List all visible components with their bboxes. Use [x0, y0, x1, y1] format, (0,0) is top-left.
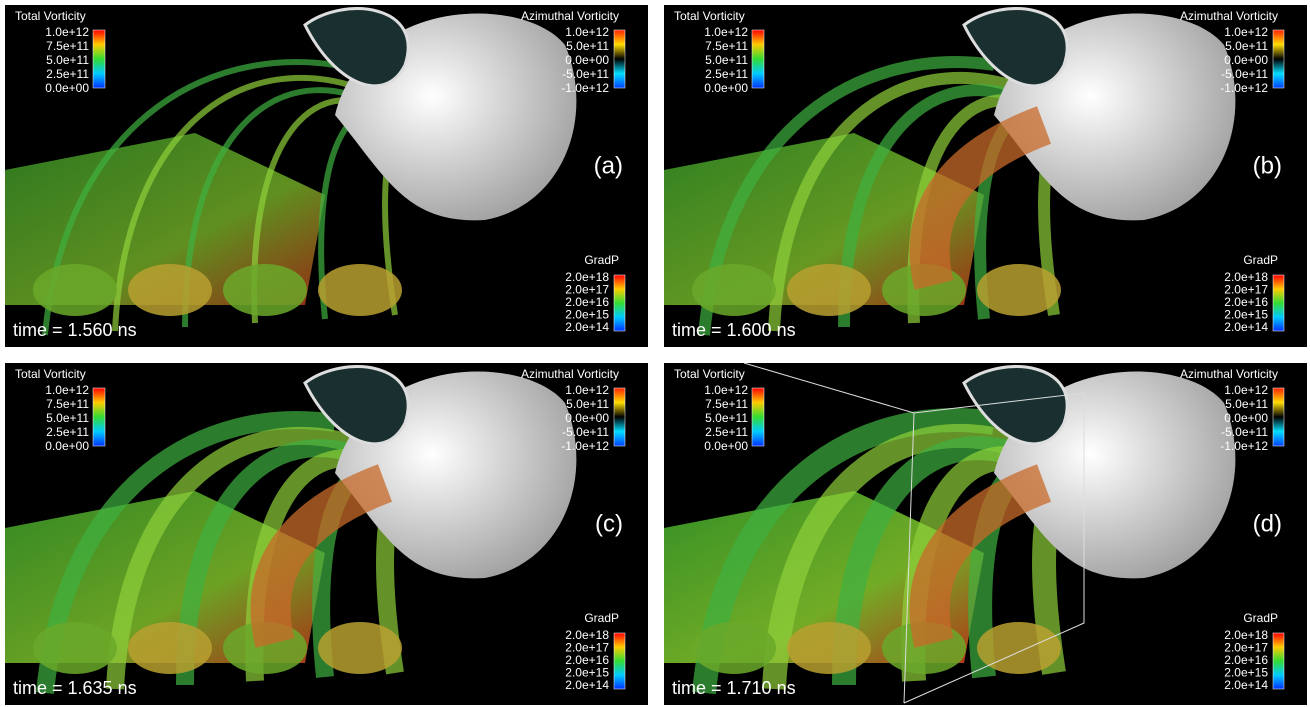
legend-tick-label: 2.0e+14 — [1224, 320, 1268, 334]
legend-tick-label: 0.0e+00 — [1224, 53, 1268, 67]
ring — [787, 622, 871, 674]
legend-tick-label: 7.5e+11 — [705, 397, 748, 411]
panel: Total Vorticity1.0e+127.5e+115.0e+112.5e… — [664, 363, 1307, 705]
panel: Total Vorticity1.0e+127.5e+115.0e+112.5e… — [664, 5, 1307, 347]
ring — [318, 264, 402, 316]
legend-tick-label: 5.0e+11 — [705, 411, 748, 425]
legend-tick-label: -5.0e+11 — [562, 425, 609, 439]
legend-title: Azimuthal Vorticity — [1180, 9, 1278, 23]
legend-tick-label: -5.0e+11 — [1221, 67, 1268, 81]
legend-tick-label: 7.5e+11 — [46, 397, 89, 411]
legend-tick-label: 0.0e+00 — [704, 439, 748, 453]
legend-tick-label: 1.0e+12 — [45, 383, 89, 397]
panel-label: (b) — [1253, 152, 1282, 179]
time-label: time = 1.635 ns — [13, 678, 137, 698]
ring — [128, 622, 212, 674]
colorbar — [93, 30, 105, 88]
legend-tick-label: 0.0e+00 — [704, 81, 748, 95]
legend-title: Total Vorticity — [15, 367, 86, 381]
legend-tick-label: 2.5e+11 — [46, 67, 89, 81]
legend-tick-label: 2.5e+11 — [705, 425, 748, 439]
legend-title: Total Vorticity — [15, 9, 86, 23]
legend-title: Azimuthal Vorticity — [1180, 367, 1278, 381]
legend-tick-label: 0.0e+00 — [45, 81, 89, 95]
legend-tick-label: -1.0e+12 — [561, 81, 609, 95]
legend-tick-label: 5.0e+11 — [705, 53, 748, 67]
legend-tick-label: 1.0e+12 — [1224, 25, 1268, 39]
ring — [128, 264, 212, 316]
legend-tick-label: 5.0e+11 — [566, 397, 609, 411]
colorbar — [752, 388, 764, 446]
legend-tick-label: 1.0e+12 — [565, 383, 609, 397]
legend-tick-label: 2.0e+14 — [565, 678, 609, 692]
colorbar — [1273, 30, 1284, 88]
legend-tick-label: -1.0e+12 — [1220, 81, 1268, 95]
legend-title: GradP — [584, 253, 619, 267]
legend-tick-label: 0.0e+00 — [45, 439, 89, 453]
legend-tick-label: -1.0e+12 — [1220, 439, 1268, 453]
legend-tick-label: 1.0e+12 — [45, 25, 89, 39]
legend-title: GradP — [1243, 253, 1278, 267]
legend-tick-label: 5.0e+11 — [46, 53, 89, 67]
legend-tick-label: 0.0e+00 — [565, 411, 609, 425]
legend-tick-label: 0.0e+00 — [1224, 411, 1268, 425]
ring — [33, 622, 117, 674]
legend-tick-label: -5.0e+11 — [562, 67, 609, 81]
figure: Total Vorticity1.0e+127.5e+115.0e+112.5e… — [0, 0, 1310, 707]
legend-tick-label: 5.0e+11 — [1225, 397, 1268, 411]
colorbar — [614, 388, 625, 446]
legend-tick-label: 1.0e+12 — [1224, 383, 1268, 397]
legend-tick-label: 5.0e+11 — [46, 411, 89, 425]
panel-label: (c) — [595, 510, 623, 537]
colorbar — [1273, 275, 1284, 331]
legend-tick-label: 5.0e+11 — [1225, 39, 1268, 53]
ring — [318, 622, 402, 674]
legend-tick-label: 2.5e+11 — [705, 67, 748, 81]
legend-title: Total Vorticity — [674, 367, 745, 381]
legend-tick-label: 2.5e+11 — [46, 425, 89, 439]
ring — [692, 264, 776, 316]
legend-title: Total Vorticity — [674, 9, 745, 23]
ring — [977, 264, 1061, 316]
colorbar — [614, 275, 625, 331]
time-label: time = 1.560 ns — [13, 320, 137, 340]
colorbar — [1273, 388, 1284, 446]
colorbar — [1273, 633, 1284, 689]
colorbar — [614, 30, 625, 88]
legend-tick-label: 2.0e+14 — [1224, 678, 1268, 692]
legend-tick-label: 1.0e+12 — [704, 383, 748, 397]
time-label: time = 1.600 ns — [672, 320, 796, 340]
colorbar — [752, 30, 764, 88]
ring — [223, 264, 307, 316]
legend-title: GradP — [584, 611, 619, 625]
ring — [977, 622, 1061, 674]
legend-tick-label: 1.0e+12 — [704, 25, 748, 39]
legend-tick-label: 0.0e+00 — [565, 53, 609, 67]
legend-tick-label: 5.0e+11 — [566, 39, 609, 53]
legend-title: Azimuthal Vorticity — [521, 9, 619, 23]
panel-label: (d) — [1253, 510, 1282, 537]
ring — [787, 264, 871, 316]
legend-tick-label: -5.0e+11 — [1221, 425, 1268, 439]
time-label: time = 1.710 ns — [672, 678, 796, 698]
legend-tick-label: 7.5e+11 — [705, 39, 748, 53]
legend-title: GradP — [1243, 611, 1278, 625]
colorbar — [93, 388, 105, 446]
legend-title: Azimuthal Vorticity — [521, 367, 619, 381]
legend-tick-label: 2.0e+14 — [565, 320, 609, 334]
legend-tick-label: -1.0e+12 — [561, 439, 609, 453]
legend-tick-label: 1.0e+12 — [565, 25, 609, 39]
panel-label: (a) — [594, 152, 623, 179]
panel: Total Vorticity1.0e+127.5e+115.0e+112.5e… — [5, 5, 648, 347]
colorbar — [614, 633, 625, 689]
ring — [33, 264, 117, 316]
panel: Total Vorticity1.0e+127.5e+115.0e+112.5e… — [5, 363, 648, 705]
ring — [692, 622, 776, 674]
legend-tick-label: 7.5e+11 — [46, 39, 89, 53]
